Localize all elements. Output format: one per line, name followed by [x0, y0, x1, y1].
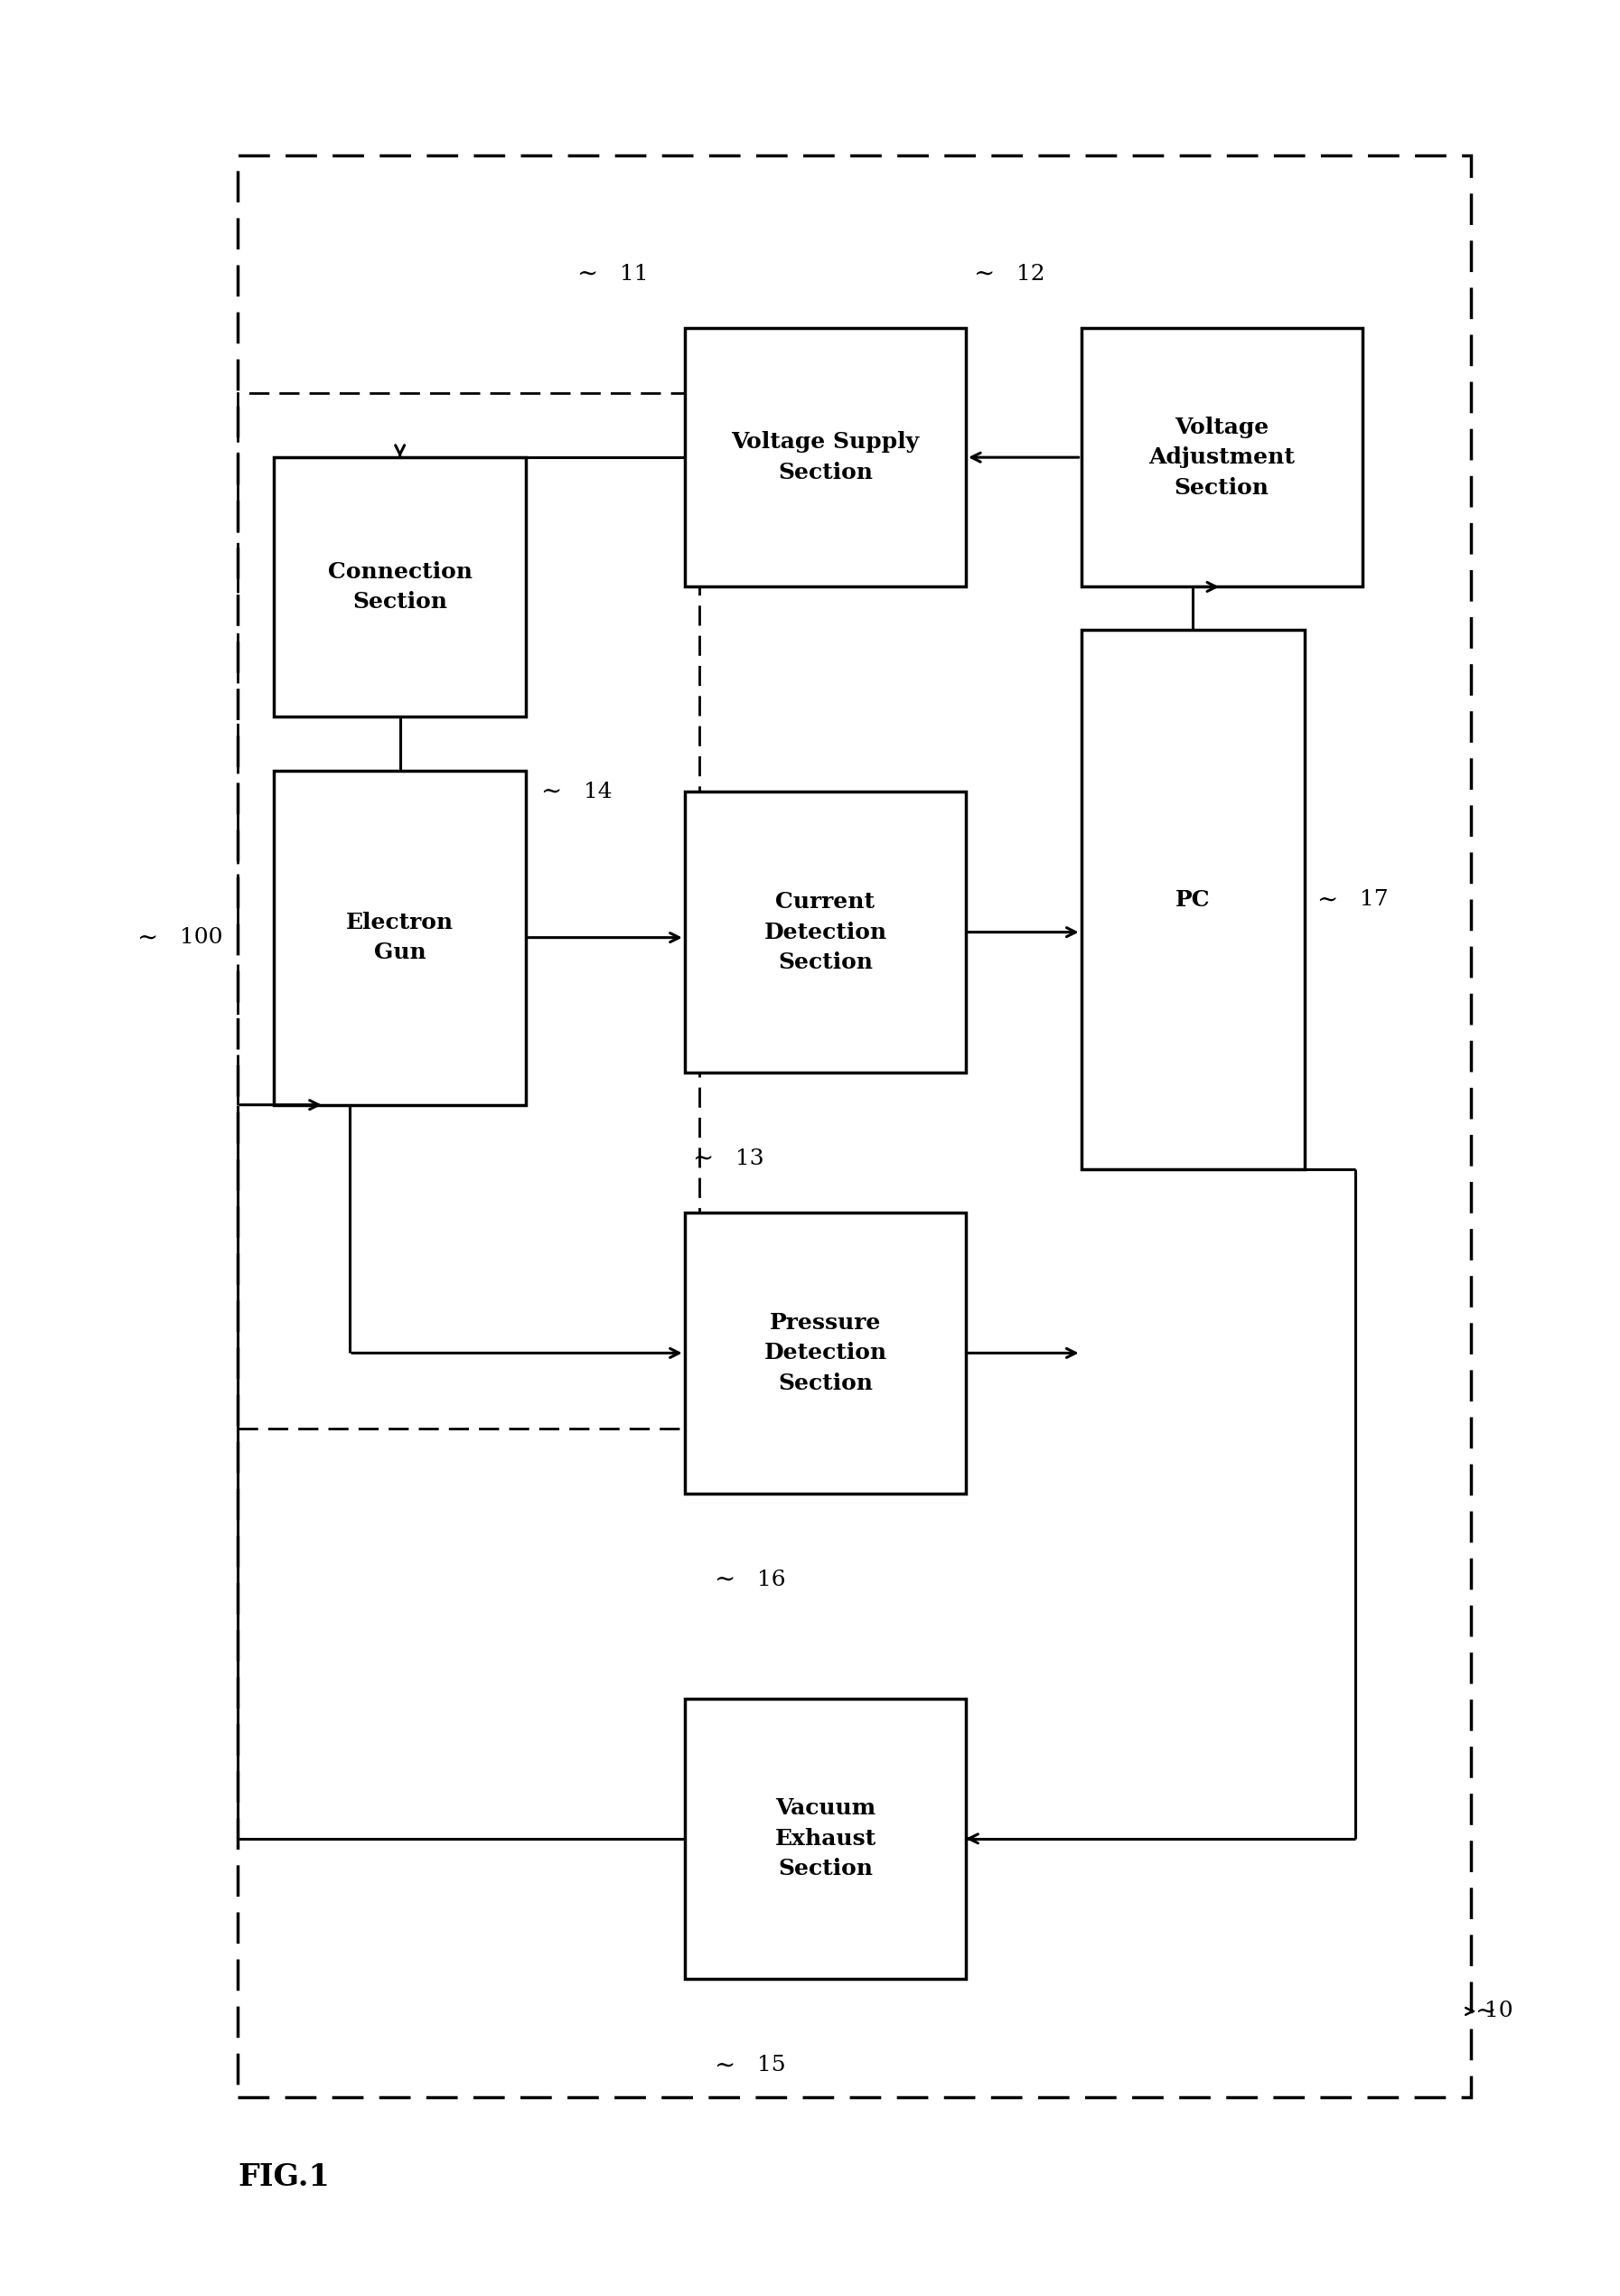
Bar	[685, 792, 966, 1072]
Text: 14: 14	[583, 781, 612, 801]
Bar	[1081, 328, 1362, 588]
Text: ∼: ∼	[713, 2053, 734, 2078]
Text: Vacuum
Exhaust
Section: Vacuum Exhaust Section	[774, 1798, 876, 1880]
Text: Connection
Section: Connection Section	[327, 560, 471, 613]
Text: 11: 11	[620, 264, 648, 285]
Text: Current
Detection
Section: Current Detection Section	[763, 891, 886, 974]
Text: 10: 10	[1486, 2000, 1513, 2023]
Bar	[274, 457, 526, 716]
Text: ∼: ∼	[541, 781, 562, 804]
Text: ∼: ∼	[713, 1568, 734, 1591]
Text: ∼: ∼	[136, 925, 157, 951]
Text: ∼: ∼	[1315, 889, 1336, 912]
Text: Voltage
Adjustment
Section: Voltage Adjustment Section	[1149, 416, 1294, 498]
Text: ∼: ∼	[1474, 2000, 1495, 2023]
Bar	[274, 771, 526, 1104]
Text: 17: 17	[1359, 889, 1388, 909]
Text: ∼: ∼	[692, 1146, 713, 1171]
Text: 15: 15	[757, 2055, 786, 2076]
Text: Voltage Supply
Section: Voltage Supply Section	[731, 432, 919, 484]
Bar	[238, 156, 1471, 2099]
Text: 100: 100	[180, 928, 224, 948]
Text: PC: PC	[1176, 889, 1210, 912]
Text: ∼: ∼	[974, 262, 995, 287]
Bar	[685, 1212, 966, 1492]
Text: ∼: ∼	[577, 262, 598, 287]
Bar	[1081, 629, 1304, 1169]
Text: FIG.1: FIG.1	[238, 2163, 330, 2193]
Bar	[685, 1699, 966, 1979]
Text: 13: 13	[735, 1148, 763, 1169]
Text: 16: 16	[757, 1568, 786, 1591]
Bar	[238, 393, 700, 1428]
Bar	[685, 328, 966, 588]
Text: 12: 12	[1016, 264, 1045, 285]
Text: Electron
Gun: Electron Gun	[347, 912, 454, 964]
Text: Pressure
Detection
Section: Pressure Detection Section	[763, 1311, 886, 1394]
